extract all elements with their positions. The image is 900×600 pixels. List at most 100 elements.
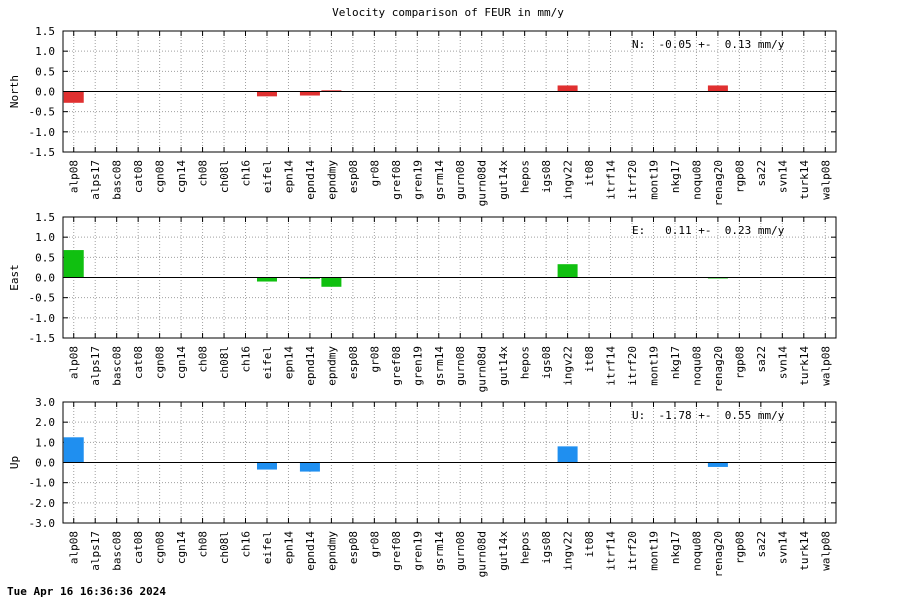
panel-east-frame xyxy=(62,216,837,339)
panel-east-xlabel-epnd14: epnd14 xyxy=(304,346,317,386)
panel-east-xlabel-rgp08: rgp08 xyxy=(733,346,746,379)
panel-north-xlabel-epnd14: epnd14 xyxy=(304,160,317,200)
panel-north-ytick-label: 0.0 xyxy=(35,86,55,99)
panel-up-xlabel-epndmy: epndmy xyxy=(325,531,338,571)
panel-up-xlabel-hepos: hepos xyxy=(519,531,532,564)
panel-north-xlabel-itrf20: itrf20 xyxy=(626,160,639,200)
panel-east-ytick-label: -1.0 xyxy=(29,312,56,325)
panel-north-bar-epndmy xyxy=(321,90,342,92)
panel-north-frame xyxy=(62,30,837,153)
panel-north-ytick-label: 1.0 xyxy=(35,45,55,58)
panel-up-ytick-label: -1.0 xyxy=(29,477,56,490)
panel-east-xlabel-nkg17: nkg17 xyxy=(669,346,682,379)
panel-up-bar-epnd14 xyxy=(299,462,320,472)
panel-north-xlabel-basc08: basc08 xyxy=(111,160,124,200)
panel-up-xlabel-svn14: svn14 xyxy=(776,531,789,564)
panel-north-ytick-label: -1.5 xyxy=(29,146,56,159)
panel-north-xlabel-cgn14: cgn14 xyxy=(175,160,188,193)
panel-north-xlabel-gurn08: gurn08 xyxy=(454,160,467,200)
panel-north-xlabel-it08: it08 xyxy=(583,160,596,187)
panel-up-ytick-label: 3.0 xyxy=(35,396,55,409)
panel-east-xlabel-gsrm14: gsrm14 xyxy=(433,346,446,386)
panel-north-xlabel-cgn08: cgn08 xyxy=(154,160,167,193)
panel-north-xlabel-epndmy: epndmy xyxy=(325,160,338,200)
panel-east-xlabel-mont19: mont19 xyxy=(647,346,660,386)
panel-east-ytick-label: 1.0 xyxy=(35,231,55,244)
panel-east-bar-epndmy xyxy=(321,277,342,287)
panel-east-xlabel-renag20: renag20 xyxy=(712,346,725,392)
panel-up-xlabel-ch08: ch08 xyxy=(197,531,210,558)
panel-up-xlabel-igs08: igs08 xyxy=(540,531,553,564)
panel-up-ytick-label: 1.0 xyxy=(35,436,55,449)
panel-up-xlabel-itrf14: itrf14 xyxy=(605,531,618,571)
panel-north-xlabel-eifel: eifel xyxy=(261,160,274,193)
panel-east-ytick-label: -0.5 xyxy=(29,292,56,305)
panel-north-xlabel-renag20: renag20 xyxy=(712,160,725,206)
panel-north-xlabel-hepos: hepos xyxy=(519,160,532,193)
panel-up-bar-alp08 xyxy=(63,437,84,463)
panel-east-xlabel-gut14x: gut14x xyxy=(497,346,510,386)
panel-east-xlabel-esp08: esp08 xyxy=(347,346,360,379)
panel-north-ytick-label: 1.5 xyxy=(35,25,55,38)
panel-east-xlabel-gref08: gref08 xyxy=(390,346,403,386)
panel-east-xlabel-gren19: gren19 xyxy=(411,346,424,386)
panel-north-xlabel-turk14: turk14 xyxy=(798,160,811,200)
panel-north-xlabel-gurn08d: gurn08d xyxy=(476,160,489,206)
panel-up-xlabel-gsrm14: gsrm14 xyxy=(433,531,446,571)
panel-east-xlabel-ch08l: ch08l xyxy=(218,346,231,379)
panel-north-xlabel-gr08: gr08 xyxy=(368,160,381,187)
panel-up-xlabel-walp08: walp08 xyxy=(819,531,832,571)
panel-east-bar-alp08 xyxy=(63,250,84,278)
panel-up-xlabel-basc08: basc08 xyxy=(111,531,124,571)
panel-up-ytick-label: -3.0 xyxy=(29,517,56,530)
panel-east-xlabel-sa22: sa22 xyxy=(755,346,768,373)
panel-north-xlabel-walp08: walp08 xyxy=(819,160,832,200)
panel-east-xlabel-cgn14: cgn14 xyxy=(175,346,188,379)
panel-east-xlabel-alp08: alp08 xyxy=(68,346,81,379)
panel-north-xlabel-esp08: esp08 xyxy=(347,160,360,193)
panel-east-xlabel-cgn08: cgn08 xyxy=(154,346,167,379)
panel-up-xlabel-itrf20: itrf20 xyxy=(626,531,639,571)
panel-east-xlabel-itrf20: itrf20 xyxy=(626,346,639,386)
panel-north-bar-ingv22 xyxy=(557,85,578,92)
panel-up-xlabel-nkg17: nkg17 xyxy=(669,531,682,564)
panel-up-xlabel-esp08: esp08 xyxy=(347,531,360,564)
panel-up-xlabel-cat08: cat08 xyxy=(132,531,145,564)
panel-up-xlabel-epn14: epn14 xyxy=(282,531,295,564)
panel-east-bar-eifel xyxy=(256,277,277,282)
panel-north-xlabel-nkg17: nkg17 xyxy=(669,160,682,193)
panel-up-bar-ingv22 xyxy=(557,446,578,463)
panel-north-xlabel-gut14x: gut14x xyxy=(497,160,510,200)
panel-east-xlabel-it08: it08 xyxy=(583,346,596,373)
panel-east-stat: E: 0.11 +- 0.23 mm/y xyxy=(632,224,785,237)
panel-up-xlabel-gurn08: gurn08 xyxy=(454,531,467,571)
panel-east-xlabel-gr08: gr08 xyxy=(368,346,381,373)
panel-up-xlabel-alps17: alps17 xyxy=(89,531,102,571)
panel-up-bar-renag20 xyxy=(707,462,728,467)
panel-up-xlabel-eifel: eifel xyxy=(261,531,274,564)
panel-north-ytick-label: -0.5 xyxy=(29,106,56,119)
panel-east-xlabel-gurn08d: gurn08d xyxy=(476,346,489,392)
panel-up-stat: U: -1.78 +- 0.55 mm/y xyxy=(632,409,785,422)
panel-east-xlabel-turk14: turk14 xyxy=(798,346,811,386)
panel-north-xlabel-ch08l: ch08l xyxy=(218,160,231,193)
panel-east-bar-epnd14 xyxy=(299,277,320,279)
panel-east-xlabel-ch16: ch16 xyxy=(240,346,253,373)
panel-north-xlabel-igs08: igs08 xyxy=(540,160,553,193)
panel-east-ytick-label: 0.0 xyxy=(35,272,55,285)
panel-up-xlabel-turk14: turk14 xyxy=(798,531,811,571)
panel-north-bar-renag20 xyxy=(707,85,728,92)
panel-up-xlabel-ingv22: ingv22 xyxy=(562,531,575,571)
panel-east-xlabel-basc08: basc08 xyxy=(111,346,124,386)
panel-north-xlabel-mont19: mont19 xyxy=(647,160,660,200)
panel-up-ytick-label: 0.0 xyxy=(35,457,55,470)
panel-up-xlabel-gren19: gren19 xyxy=(411,531,424,571)
panel-north-xlabel-gren19: gren19 xyxy=(411,160,424,200)
panel-east-xlabel-noqu08: noqu08 xyxy=(690,346,703,386)
panel-east-bar-ingv22 xyxy=(557,264,578,278)
panel-north-xlabel-svn14: svn14 xyxy=(776,160,789,193)
panel-north-xlabel-sa22: sa22 xyxy=(755,160,768,187)
panel-up-xlabel-renag20: renag20 xyxy=(712,531,725,577)
panel-up-ytick-label: 2.0 xyxy=(35,416,55,429)
